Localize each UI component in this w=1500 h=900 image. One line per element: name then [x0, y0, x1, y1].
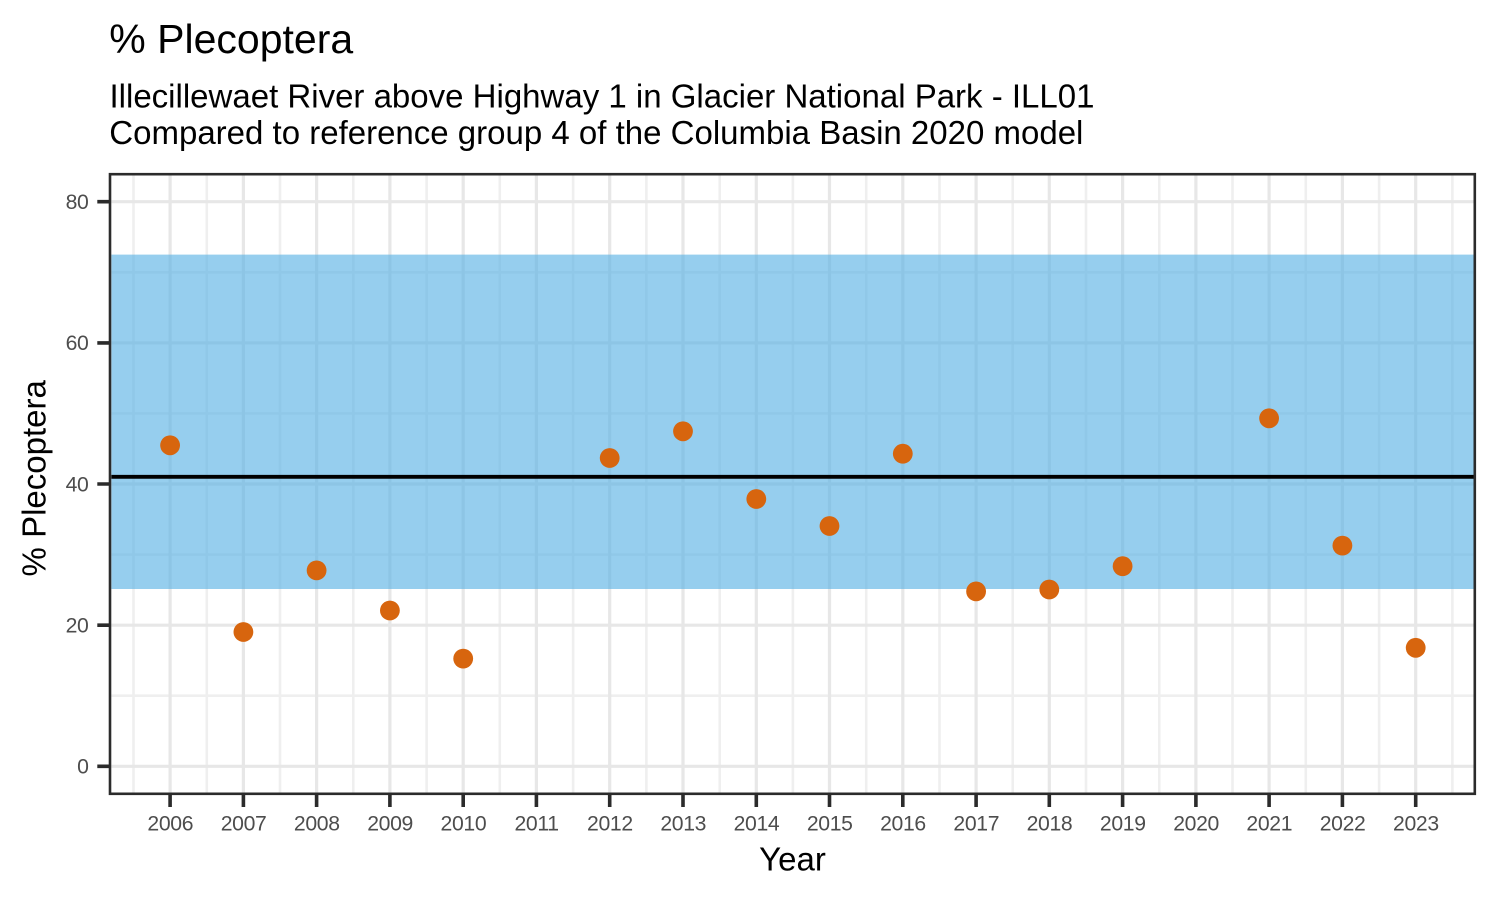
svg-text:% Plecoptera: % Plecoptera: [16, 380, 53, 577]
svg-text:20: 20: [66, 615, 89, 638]
svg-text:% Plecoptera: % Plecoptera: [109, 16, 353, 62]
svg-text:2008: 2008: [294, 813, 340, 836]
svg-text:2023: 2023: [1393, 813, 1439, 836]
svg-text:40: 40: [66, 473, 89, 496]
svg-text:0: 0: [77, 756, 88, 779]
svg-text:2018: 2018: [1027, 813, 1073, 836]
svg-text:2016: 2016: [880, 813, 926, 836]
svg-text:2009: 2009: [367, 813, 413, 836]
svg-text:2010: 2010: [441, 813, 487, 836]
svg-text:2011: 2011: [515, 813, 559, 836]
svg-text:2006: 2006: [147, 813, 193, 836]
svg-text:60: 60: [66, 332, 89, 355]
svg-text:Year: Year: [759, 841, 826, 878]
svg-text:80: 80: [66, 191, 89, 214]
svg-text:2021: 2021: [1246, 813, 1292, 836]
svg-text:2019: 2019: [1100, 813, 1146, 836]
svg-text:2012: 2012: [587, 813, 633, 836]
svg-text:2020: 2020: [1173, 813, 1219, 836]
svg-text:2017: 2017: [953, 813, 999, 836]
svg-text:2015: 2015: [807, 813, 853, 836]
svg-text:2022: 2022: [1320, 813, 1366, 836]
svg-text:2013: 2013: [660, 813, 706, 836]
svg-text:2014: 2014: [734, 813, 780, 836]
svg-text:2007: 2007: [221, 813, 267, 836]
svg-text:Illecillewaet River above High: Illecillewaet River above Highway 1 in G…: [110, 78, 1095, 115]
svg-text:Compared to reference group 4: Compared to reference group 4 of the Col…: [109, 114, 1083, 151]
